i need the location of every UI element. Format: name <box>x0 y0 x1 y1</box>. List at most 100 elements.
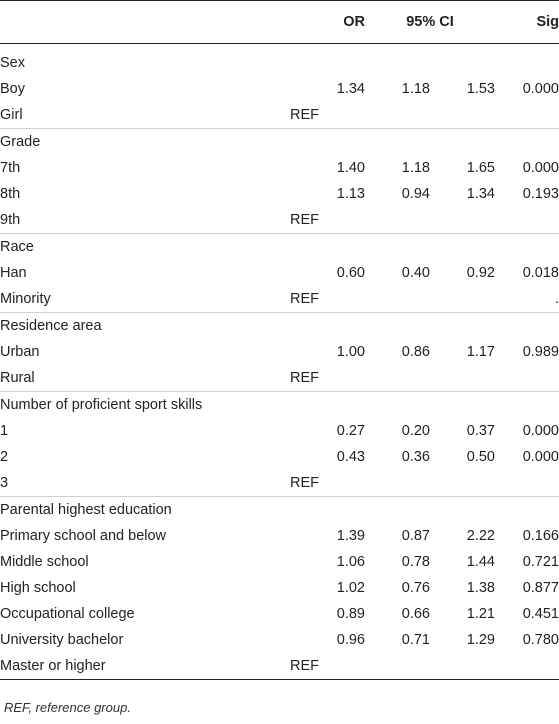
table-footnote: REF, reference group. <box>4 700 131 715</box>
or-value: 1.13 <box>336 186 365 202</box>
row-label: Occupational college <box>0 606 135 622</box>
ci-upper-value: 1.34 <box>466 186 495 202</box>
row-label: 2 <box>0 449 9 465</box>
or-value: REF <box>290 291 319 307</box>
row-label: Middle school <box>0 554 89 570</box>
group-label: Race <box>0 233 559 260</box>
table-row: University bachelor 0.96 0.71 1.29 0.780 <box>0 627 559 653</box>
table-row: Rural REF <box>0 365 559 392</box>
row-label: Primary school and below <box>0 528 167 544</box>
group-label: Sex <box>0 55 25 71</box>
table-row: Minority REF. <box>0 286 559 313</box>
table-row: Han 0.60 0.40 0.92 0.018 <box>0 260 559 286</box>
sig-value: 0.451 <box>522 606 559 622</box>
ci-upper-value: 1.53 <box>466 81 495 97</box>
sig-value: 0.877 <box>522 580 559 596</box>
ci-upper-value: 0.37 <box>466 423 495 439</box>
header-row: OR 95% CI Sig <box>0 0 559 44</box>
row-label: 3 <box>0 475 9 491</box>
or-value: 0.43 <box>336 449 365 465</box>
ci-lower-value: 0.40 <box>401 265 430 281</box>
header-sig: Sig <box>495 0 559 44</box>
sig-value: 0.000 <box>522 160 559 176</box>
group-label: Grade <box>0 128 559 155</box>
ci-lower-value: 0.87 <box>401 528 430 544</box>
ci-lower-value: 0.94 <box>401 186 430 202</box>
table-row: Master or higher REF <box>0 653 559 680</box>
ci-upper-value <box>430 102 495 129</box>
or-value: 0.27 <box>336 423 365 439</box>
table-row: Middle school 1.06 0.78 1.44 0.721 <box>0 549 559 575</box>
row-label: Boy <box>0 81 25 97</box>
or-value: 0.89 <box>336 606 365 622</box>
sig-value <box>495 207 559 234</box>
ci-lower-value <box>365 286 430 313</box>
row-label: Girl <box>0 107 23 123</box>
ci-upper-value: 0.50 <box>466 449 495 465</box>
ci-upper-value <box>430 207 495 234</box>
group-header-row: Residence area <box>0 312 559 339</box>
ci-lower-value: 0.66 <box>401 606 430 622</box>
row-label: 8th <box>0 186 21 202</box>
ci-upper-value: 1.17 <box>466 344 495 360</box>
sig-value: 0.018 <box>522 265 559 281</box>
table-row: Primary school and below 1.39 0.87 2.22 0.16… <box>0 523 559 549</box>
sig-value <box>495 102 559 129</box>
ci-lower-value <box>365 207 430 234</box>
group-header-row: Parental highest education <box>0 496 559 523</box>
row-label: Master or higher <box>0 653 290 680</box>
or-value: 1.06 <box>336 554 365 570</box>
row-label: Rural <box>0 370 35 386</box>
group-label: Number of proficient sport skills <box>0 391 559 418</box>
group-header-row: Sex <box>0 50 559 76</box>
ci-upper-value: 1.21 <box>466 606 495 622</box>
or-value: 1.00 <box>336 344 365 360</box>
table-row: 7th 1.40 1.18 1.65 0.000 <box>0 155 559 181</box>
ci-upper-value: 1.65 <box>466 160 495 176</box>
ci-lower-value: 1.18 <box>401 81 430 97</box>
sig-value <box>495 365 559 392</box>
group-header-row: Race <box>0 233 559 260</box>
row-label: 1 <box>0 423 9 439</box>
ci-upper-value <box>430 365 495 392</box>
odds-ratio-table: OR 95% CI Sig Sex Boy 1.34 1.18 1.53 0.000 Gir… <box>0 0 559 680</box>
group-header-row: Grade <box>0 128 559 155</box>
ci-lower-value <box>365 365 430 392</box>
header-label <box>0 0 290 44</box>
row-label: 9th <box>0 212 21 228</box>
table-row: Occupational college 0.89 0.66 1.21 0.451 <box>0 601 559 627</box>
row-label: High school <box>0 580 76 596</box>
table-row: 2 0.43 0.36 0.50 0.000 <box>0 444 559 470</box>
sig-value <box>495 653 559 680</box>
sig-value <box>495 470 559 497</box>
ci-upper-value: 1.29 <box>466 632 495 648</box>
table-row: High school 1.02 0.76 1.38 0.877 <box>0 575 559 601</box>
table-row: Girl REF <box>0 102 559 129</box>
sig-value: 0.989 <box>522 344 559 360</box>
or-value: REF <box>290 212 319 228</box>
or-value: REF <box>290 370 319 386</box>
table-row: 3 REF <box>0 470 559 497</box>
row-label: Han <box>0 265 27 281</box>
group-label: Parental highest education <box>0 496 559 523</box>
or-value: 1.02 <box>336 580 365 596</box>
sig-value: 0.166 <box>522 528 559 544</box>
sig-value: 0.721 <box>522 554 559 570</box>
table-row: 1 0.27 0.20 0.37 0.000 <box>0 418 559 444</box>
ci-lower-value: 1.18 <box>401 160 430 176</box>
table-row: 9th REF <box>0 207 559 234</box>
or-value: REF <box>290 107 319 123</box>
or-value: 1.39 <box>336 528 365 544</box>
ci-upper-value: 1.44 <box>466 554 495 570</box>
ci-lower-value: 0.36 <box>401 449 430 465</box>
or-value: REF <box>290 653 365 680</box>
or-value: 1.40 <box>336 160 365 176</box>
ci-lower-value <box>365 470 430 497</box>
or-value: 0.96 <box>336 632 365 648</box>
ci-upper-value: 0.92 <box>466 265 495 281</box>
or-value: 0.60 <box>336 265 365 281</box>
table-row: Urban 1.00 0.86 1.17 0.989 <box>0 339 559 365</box>
sig-value: . <box>554 291 559 307</box>
or-value: REF <box>290 475 319 491</box>
